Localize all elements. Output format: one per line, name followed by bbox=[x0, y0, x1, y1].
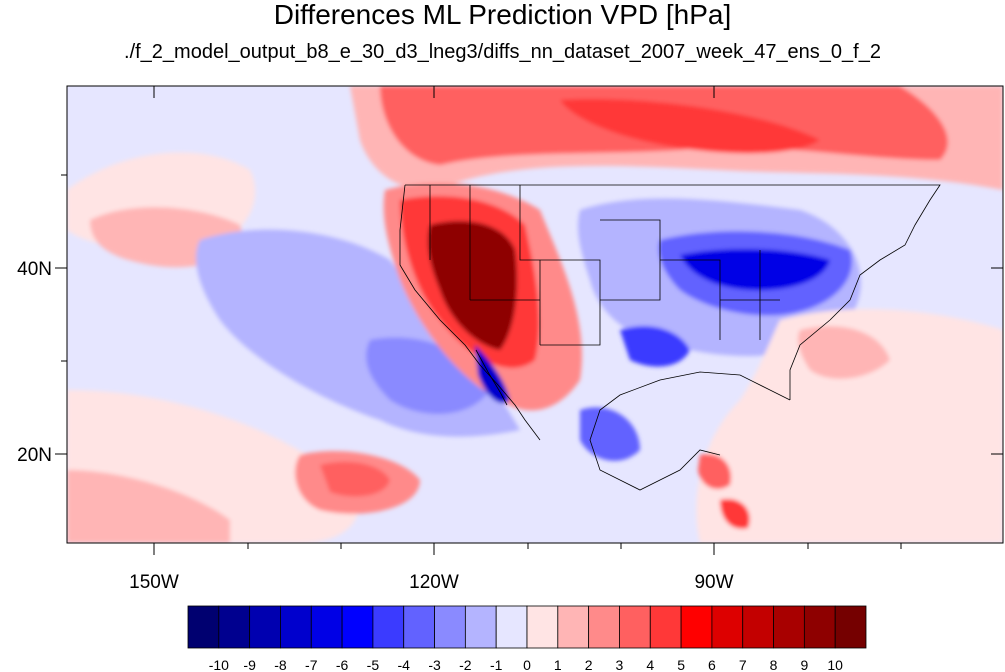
colorbar-label: -7 bbox=[305, 657, 318, 672]
colorbar-labels: -10 -9 -8 -7 -6 -5 -4 -3 -2 -1 0 1 2 3 4 5 6 7 8 9 10 bbox=[209, 657, 843, 672]
colorbar-label: 5 bbox=[677, 657, 685, 672]
colorbar-swatch bbox=[526, 605, 559, 649]
coastlines bbox=[399, 184, 941, 491]
colorbar-swatch bbox=[495, 605, 528, 649]
lat-tick-label: 20N bbox=[17, 445, 52, 466]
axis-ticks bbox=[55, 86, 1003, 555]
colorbar-label: -1 bbox=[490, 657, 503, 672]
colorbar-label: -10 bbox=[209, 657, 229, 672]
colorbar-swatch bbox=[464, 605, 497, 649]
colorbar-swatch bbox=[649, 605, 682, 649]
colorbar-label: 3 bbox=[616, 657, 624, 672]
colorbar-swatch bbox=[403, 605, 435, 649]
colorbar-label: 2 bbox=[585, 657, 593, 672]
colorbar-swatch bbox=[834, 605, 867, 649]
colorbar-label: 4 bbox=[646, 657, 654, 672]
colorbar-swatch bbox=[557, 605, 590, 649]
colorbar-swatch bbox=[773, 605, 805, 649]
colorbar-label: -8 bbox=[274, 657, 287, 672]
colorbar-swatch bbox=[711, 605, 744, 649]
colorbar-label: -6 bbox=[336, 657, 349, 672]
colorbar bbox=[187, 605, 867, 649]
colorbar-label: -3 bbox=[428, 657, 441, 672]
colorbar-swatch bbox=[341, 605, 374, 649]
colorbar-swatch bbox=[310, 605, 343, 649]
colorbar-label: 1 bbox=[554, 657, 562, 672]
colorbar-label: 6 bbox=[708, 657, 716, 672]
colorbar-swatch bbox=[434, 605, 466, 649]
colorbar-label: 8 bbox=[770, 657, 778, 672]
colorbar-swatch bbox=[680, 605, 713, 649]
lon-tick-label: 120W bbox=[409, 572, 459, 593]
colorbar-label: 10 bbox=[827, 657, 843, 672]
plot-title: Differences ML Prediction VPD [hPa] bbox=[273, 0, 732, 30]
colorbar-label: 9 bbox=[800, 657, 808, 672]
colorbar-swatch bbox=[187, 605, 220, 649]
colorbar-label: 7 bbox=[739, 657, 747, 672]
colorbar-label: -2 bbox=[459, 657, 472, 672]
colorbar-swatch bbox=[619, 605, 651, 649]
colorbar-swatch bbox=[742, 605, 774, 649]
colorbar-swatch bbox=[372, 605, 405, 649]
colorbar-label: -5 bbox=[367, 657, 380, 672]
colorbar-label: -9 bbox=[243, 657, 256, 672]
colorbar-swatch bbox=[803, 605, 836, 649]
colorbar-swatch bbox=[588, 605, 620, 649]
colorbar-label: 0 bbox=[523, 657, 531, 672]
map-frame bbox=[66, 85, 1004, 544]
colorbar-swatch bbox=[249, 605, 281, 649]
colorbar-swatch bbox=[218, 605, 251, 649]
map-field bbox=[67, 86, 1003, 543]
colorbar-swatch bbox=[280, 605, 312, 649]
plot-subtitle: ./f_2_model_output_b8_e_30_d3_lneg3/diff… bbox=[124, 41, 881, 63]
colorbar-label: -4 bbox=[398, 657, 411, 672]
lon-tick-label: 90W bbox=[694, 572, 733, 593]
lon-tick-label: 150W bbox=[129, 572, 179, 593]
lat-tick-label: 40N bbox=[17, 259, 52, 280]
